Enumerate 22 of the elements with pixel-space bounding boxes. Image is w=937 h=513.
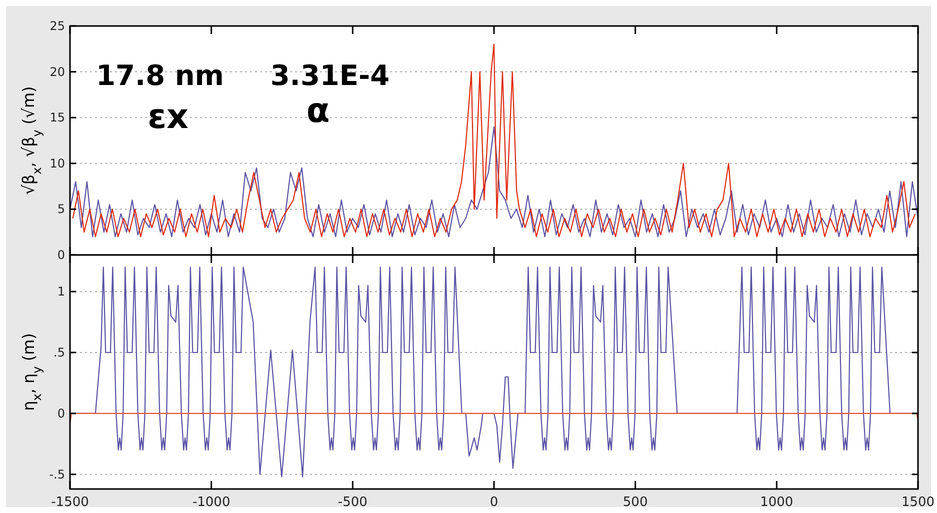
x-tick-label: -1500 [51,495,89,510]
y-tick-label: 0 [57,406,65,420]
y-tick-label: .5 [54,346,65,360]
y-tick-label: 0 [57,248,65,262]
y-tick-label: 25 [50,19,65,33]
y-tick-label: 10 [50,156,65,170]
x-tick-label: 0 [490,495,498,510]
x-tick-label: 500 [622,495,648,510]
annotation: εx [148,97,188,137]
annotation: α [306,91,330,131]
line-series [72,44,916,238]
annotation: 17.8 nm [96,59,224,92]
x-tick-label: -1000 [192,495,230,510]
annotation: 3.31E-4 [270,59,390,92]
y-tick-label: 15 [50,110,65,125]
x-tick-label: 1500 [901,495,935,510]
y-tick-label: 1 [57,284,65,299]
x-tick-label: -500 [338,495,368,510]
y-tick-label: -.5 [49,467,65,482]
y-tick-label: 5 [57,202,65,216]
y-tick-label: 20 [50,64,65,79]
x-tick-label: 1000 [760,495,794,510]
